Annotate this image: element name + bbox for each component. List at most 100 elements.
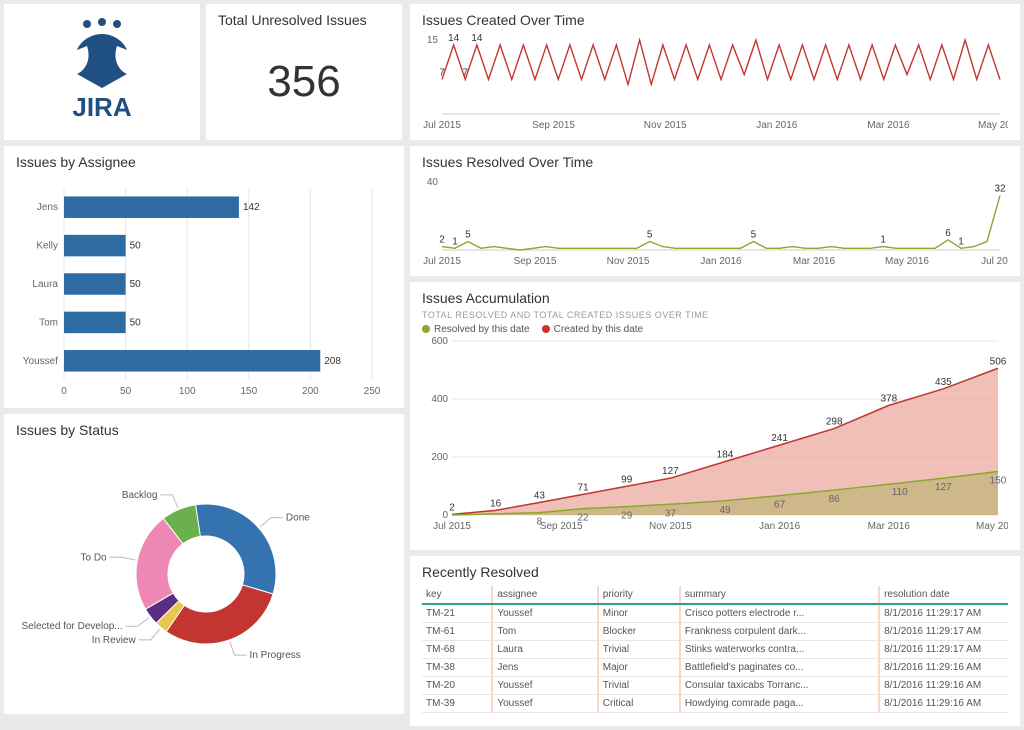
- svg-text:Jul 2015: Jul 2015: [423, 120, 461, 131]
- svg-text:Nov 2015: Nov 2015: [607, 256, 650, 267]
- svg-text:50: 50: [130, 241, 142, 252]
- svg-text:Selected for Develop...: Selected for Develop...: [22, 621, 123, 632]
- svg-text:43: 43: [534, 491, 546, 502]
- svg-text:May 2016: May 2016: [885, 256, 929, 267]
- kpi-unresolved-card[interactable]: Total Unresolved Issues 356: [206, 4, 402, 140]
- svg-text:Tom: Tom: [39, 317, 58, 328]
- table-cell: Youssef: [492, 677, 597, 695]
- table-cell: Critical: [598, 695, 680, 713]
- svg-text:49: 49: [719, 505, 731, 516]
- table-cell: Frankness corpulent dark...: [680, 623, 879, 641]
- svg-text:50: 50: [130, 279, 142, 290]
- table-header-cell[interactable]: assignee: [492, 586, 597, 604]
- table-row[interactable]: TM-20YoussefTrivialConsular taxicabs Tor…: [422, 677, 1008, 695]
- svg-text:150: 150: [240, 386, 257, 397]
- svg-text:Jan 2016: Jan 2016: [756, 120, 798, 131]
- table-header-cell[interactable]: priority: [598, 586, 680, 604]
- table-row[interactable]: TM-21YoussefMinorCrisco potters electrod…: [422, 604, 1008, 623]
- svg-text:5: 5: [647, 230, 653, 241]
- svg-text:200: 200: [302, 386, 319, 397]
- table-cell: TM-21: [422, 604, 492, 623]
- left-column: JIRA Total Unresolved Issues 356 Issues …: [4, 4, 404, 726]
- table-cell: Crisco potters electrode r...: [680, 604, 879, 623]
- table-cell: TM-61: [422, 623, 492, 641]
- issues-resolved-card[interactable]: Issues Resolved Over Time 402155516132Ju…: [410, 146, 1020, 276]
- svg-text:Mar 2016: Mar 2016: [793, 256, 836, 267]
- legend-item: Created by this date: [542, 324, 644, 335]
- svg-text:May 2016: May 2016: [978, 120, 1008, 131]
- issues-by-assignee-card[interactable]: Issues by Assignee 050100150200250Jens14…: [4, 146, 404, 408]
- svg-text:Jul 2015: Jul 2015: [433, 521, 471, 532]
- svg-text:Kelly: Kelly: [36, 241, 58, 252]
- table-cell: Youssef: [492, 604, 597, 623]
- svg-text:184: 184: [717, 450, 734, 461]
- jira-logo-icon: JIRA: [32, 16, 172, 126]
- table-cell: Trivial: [598, 677, 680, 695]
- issues-accumulation-legend: Resolved by this dateCreated by this dat…: [422, 324, 1008, 335]
- issues-created-card[interactable]: Issues Created Over Time 15714714Jul 201…: [410, 4, 1020, 140]
- svg-text:150: 150: [990, 476, 1007, 487]
- svg-text:127: 127: [935, 482, 952, 493]
- issues-resolved-chart: 402155516132Jul 2015Sep 2015Nov 2015Jan …: [422, 176, 1008, 270]
- svg-text:6: 6: [945, 228, 951, 239]
- svg-text:16: 16: [490, 498, 502, 509]
- issues-by-assignee-title: Issues by Assignee: [16, 154, 392, 170]
- svg-text:99: 99: [621, 474, 633, 485]
- table-header-cell[interactable]: key: [422, 586, 492, 604]
- svg-text:142: 142: [243, 202, 260, 213]
- svg-text:Sep 2015: Sep 2015: [540, 521, 583, 532]
- svg-text:250: 250: [364, 386, 381, 397]
- svg-text:435: 435: [935, 377, 952, 388]
- table-cell: 8/1/2016 11:29:16 AM: [879, 695, 1008, 713]
- svg-text:15: 15: [427, 35, 439, 46]
- issues-resolved-title: Issues Resolved Over Time: [422, 154, 1008, 170]
- table-cell: 8/1/2016 11:29:16 AM: [879, 677, 1008, 695]
- svg-text:Backlog: Backlog: [122, 490, 158, 501]
- table-cell: Laura: [492, 641, 597, 659]
- issues-by-status-chart: DoneIn ProgressIn ReviewSelected for Dev…: [16, 444, 392, 704]
- recently-resolved-title: Recently Resolved: [422, 564, 1008, 580]
- table-row[interactable]: TM-39YoussefCriticalHowdying comrade pag…: [422, 695, 1008, 713]
- recently-resolved-card[interactable]: Recently Resolved keyassigneeprioritysum…: [410, 556, 1020, 726]
- svg-text:506: 506: [990, 356, 1007, 367]
- svg-text:Jens: Jens: [37, 202, 58, 213]
- svg-text:14: 14: [471, 34, 483, 44]
- table-header-cell[interactable]: summary: [680, 586, 879, 604]
- recently-resolved-table: keyassigneeprioritysummaryresolution dat…: [422, 586, 1008, 713]
- jira-logo-text: JIRA: [72, 92, 131, 122]
- svg-text:208: 208: [324, 356, 341, 367]
- issues-accumulation-card[interactable]: Issues Accumulation TOTAL RESOLVED AND T…: [410, 282, 1020, 550]
- table-cell: Howdying comrade paga...: [680, 695, 879, 713]
- issues-by-status-card[interactable]: Issues by Status DoneIn ProgressIn Revie…: [4, 414, 404, 714]
- table-cell: Youssef: [492, 695, 597, 713]
- table-row[interactable]: TM-38JensMajorBattlefield's paginates co…: [422, 659, 1008, 677]
- issues-created-title: Issues Created Over Time: [422, 12, 1008, 28]
- svg-text:29: 29: [621, 511, 633, 522]
- table-cell: 8/1/2016 11:29:17 AM: [879, 623, 1008, 641]
- svg-text:Laura: Laura: [32, 279, 58, 290]
- table-header-cell[interactable]: resolution date: [879, 586, 1008, 604]
- issues-created-chart: 15714714Jul 2015Sep 2015Nov 2015Jan 2016…: [422, 34, 1008, 134]
- svg-text:241: 241: [771, 433, 788, 444]
- legend-dot-icon: [422, 325, 430, 333]
- table-cell: Blocker: [598, 623, 680, 641]
- svg-text:5: 5: [751, 230, 757, 241]
- svg-text:67: 67: [774, 500, 786, 511]
- svg-text:0: 0: [442, 510, 448, 521]
- svg-text:40: 40: [427, 177, 439, 188]
- issues-accumulation-title: Issues Accumulation: [422, 290, 1008, 306]
- dashboard-root: JIRA Total Unresolved Issues 356 Issues …: [0, 0, 1024, 730]
- issues-by-status-title: Issues by Status: [16, 422, 392, 438]
- jira-logo-card: JIRA: [4, 4, 200, 140]
- svg-text:127: 127: [662, 466, 679, 477]
- table-cell: Major: [598, 659, 680, 677]
- right-column: Issues Created Over Time 15714714Jul 201…: [410, 4, 1020, 726]
- table-row[interactable]: TM-68LauraTrivialStinks waterworks contr…: [422, 641, 1008, 659]
- svg-text:600: 600: [431, 336, 448, 347]
- svg-text:400: 400: [431, 394, 448, 405]
- svg-text:86: 86: [829, 494, 841, 505]
- table-row[interactable]: TM-61TomBlockerFrankness corpulent dark.…: [422, 623, 1008, 641]
- top-left-row: JIRA Total Unresolved Issues 356: [4, 4, 404, 140]
- svg-text:1: 1: [452, 236, 458, 247]
- svg-text:50: 50: [120, 386, 132, 397]
